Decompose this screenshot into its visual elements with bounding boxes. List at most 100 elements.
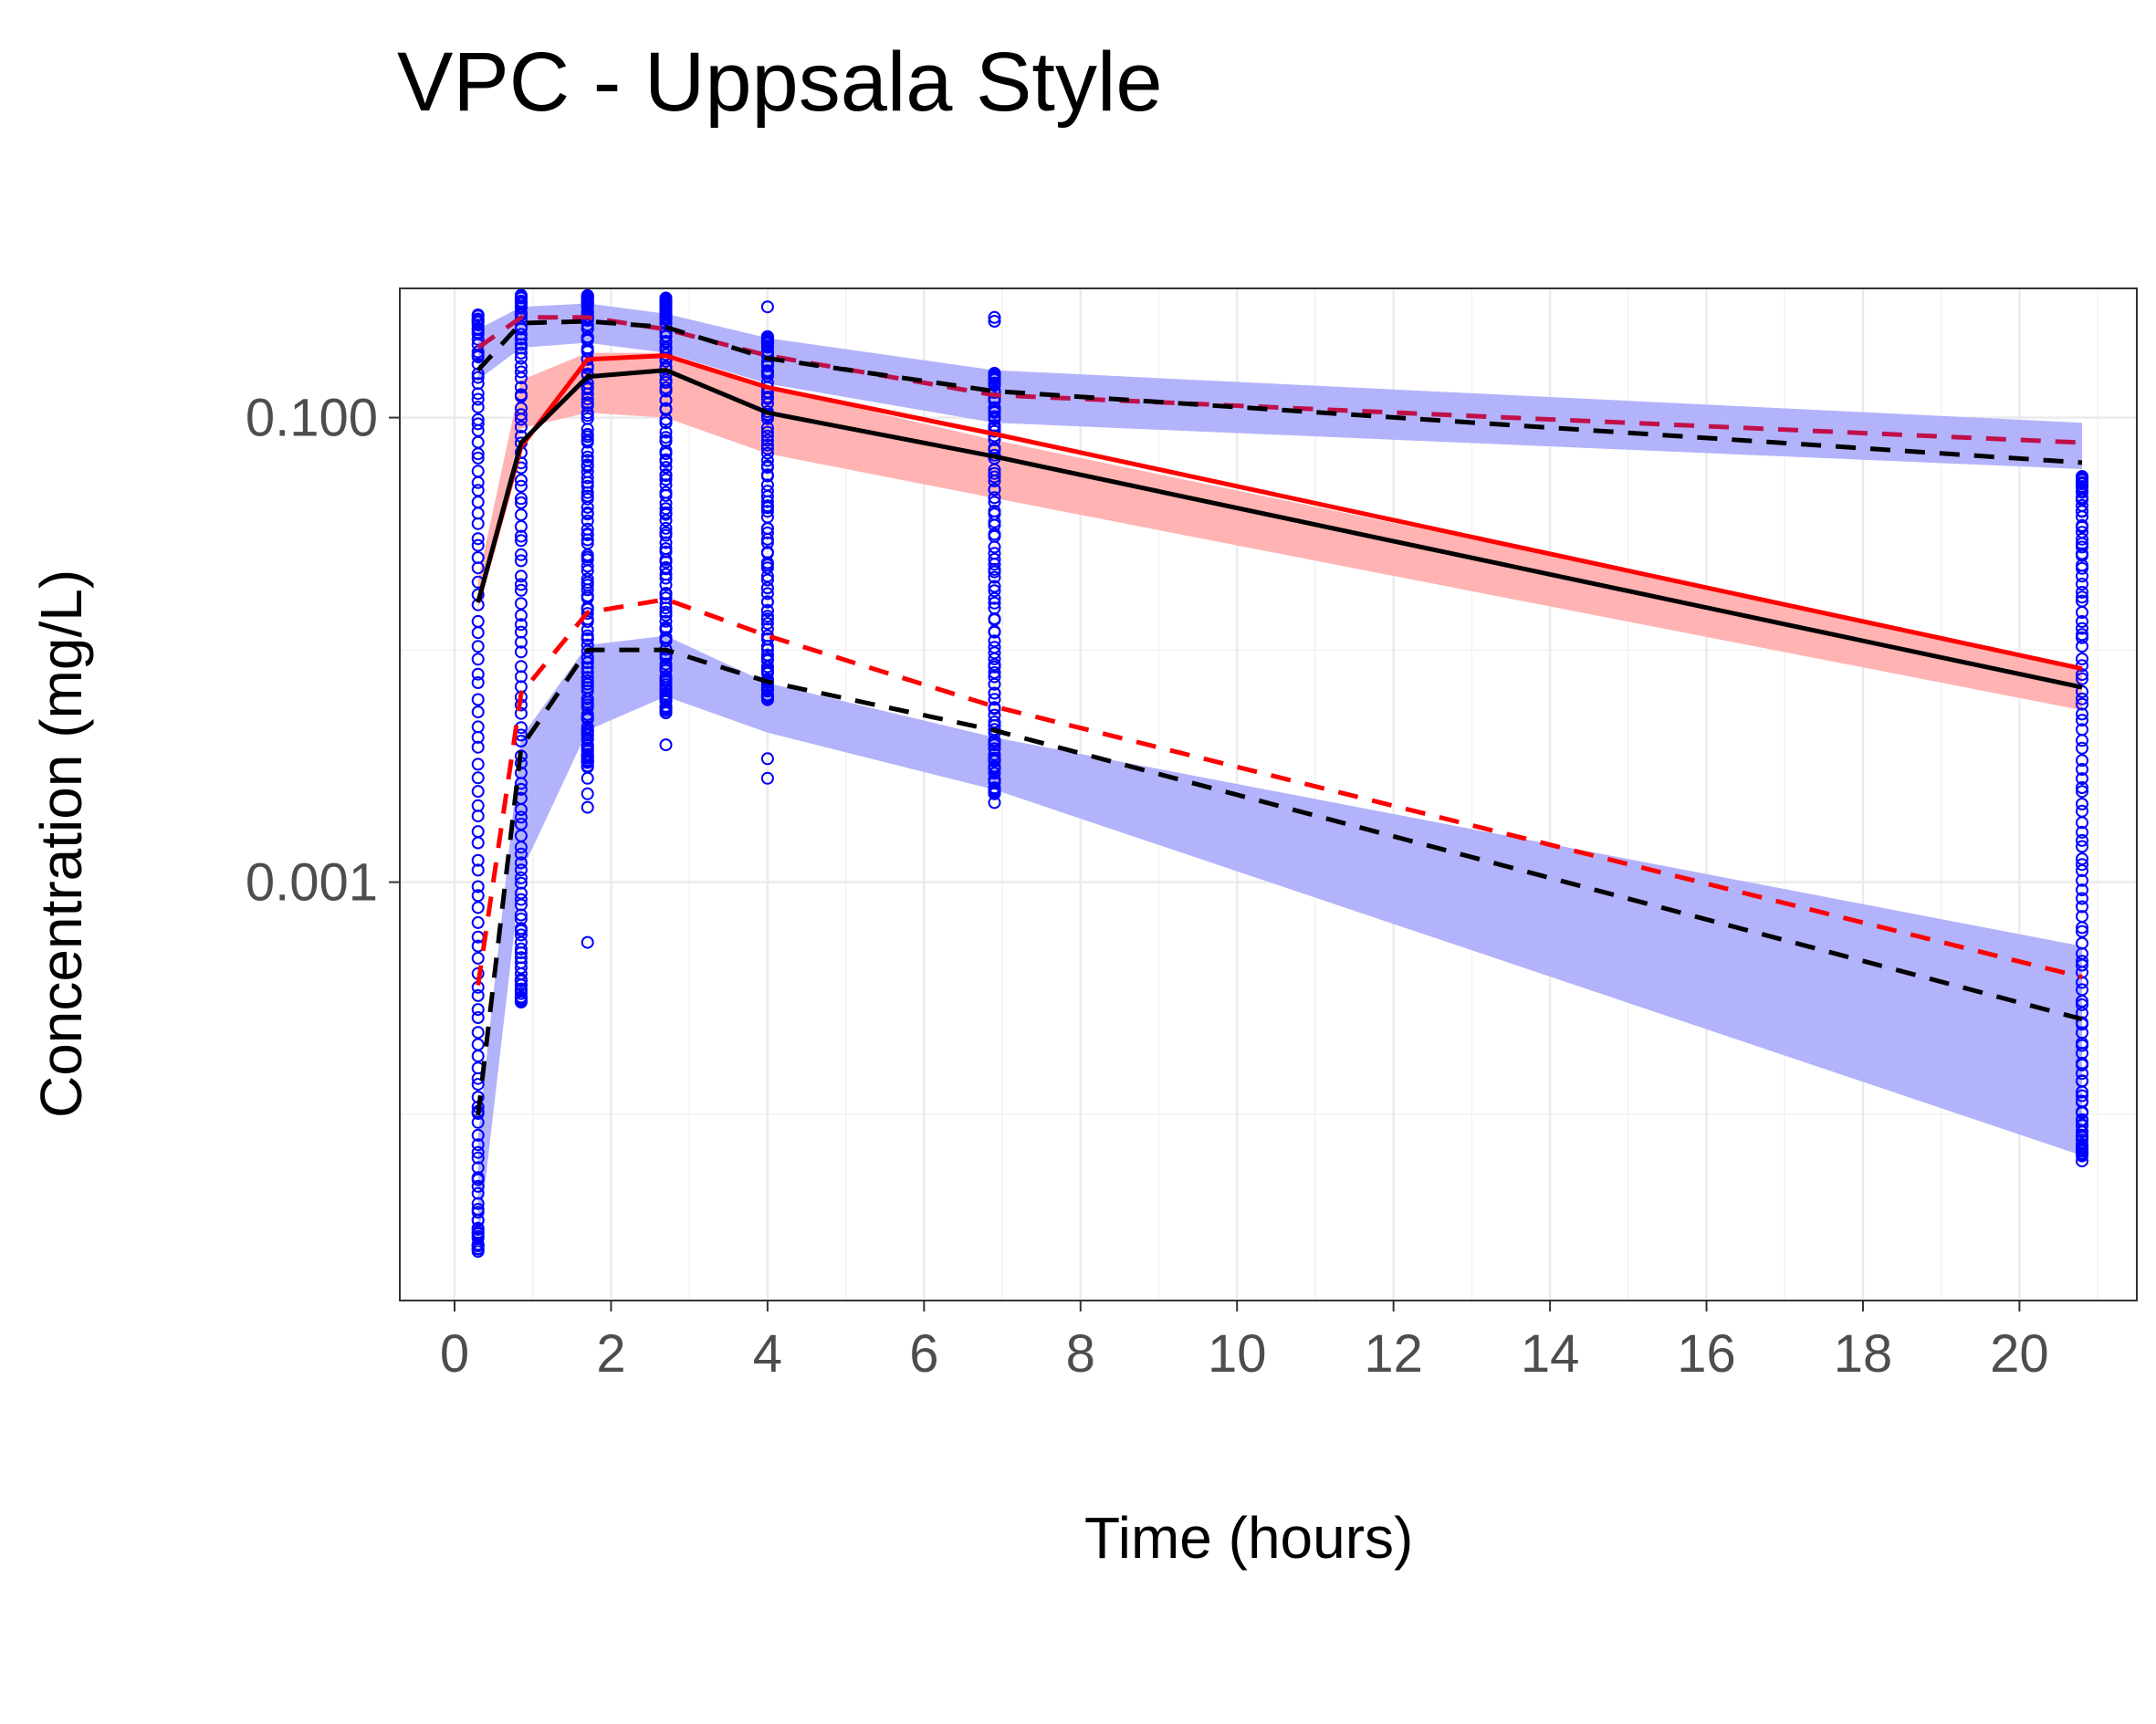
x-tick-label: 14 (1521, 1324, 1580, 1384)
observed-point (514, 492, 528, 506)
series-line-2 (476, 319, 2083, 465)
observed-point (471, 825, 485, 839)
observed-point (2076, 741, 2088, 755)
observed-point (988, 782, 1001, 796)
x-tick-label: 18 (1834, 1324, 1893, 1384)
observed-points (471, 288, 2088, 1259)
observed-point (471, 532, 485, 546)
observed-point (471, 1078, 485, 1092)
observed-point (2076, 883, 2088, 897)
observed-point (514, 346, 528, 360)
observed-point (988, 466, 1001, 480)
observed-point (760, 391, 774, 404)
x-tick-label: 2 (596, 1324, 625, 1384)
observed-point (988, 716, 1001, 729)
observed-point (471, 653, 485, 666)
observed-point (514, 956, 528, 969)
observed-point (760, 438, 774, 452)
observed-point (659, 521, 673, 535)
observed-point (659, 291, 673, 305)
observed-point (2076, 1155, 2088, 1168)
band-sim_pi_upper_ci (477, 303, 2083, 469)
x-tick-label: 16 (1677, 1324, 1736, 1384)
observed-point (581, 537, 594, 550)
observed-point (659, 663, 673, 677)
observed-point (514, 942, 528, 956)
observed-point (2076, 672, 2088, 685)
observed-point (760, 526, 774, 539)
observed-point (471, 1227, 485, 1240)
observed-point (2076, 723, 2088, 737)
observed-point (514, 496, 528, 509)
observed-point (760, 595, 774, 609)
observed-point (2076, 594, 2088, 608)
observed-point (760, 459, 774, 473)
observed-point (514, 474, 528, 487)
observed-point (2076, 858, 2088, 872)
observed-point (988, 496, 1001, 509)
y-axis-title: Concentration (mg/L) (28, 569, 94, 1118)
observed-point (471, 853, 485, 867)
observed-point (659, 591, 673, 605)
observed-point (2076, 955, 2088, 968)
observed-point (514, 420, 528, 434)
observed-point (2076, 486, 2088, 499)
observed-point (514, 618, 528, 632)
percentile-lines (476, 315, 2083, 1116)
observed-point (988, 723, 1001, 737)
observed-point (2076, 622, 2088, 635)
observed-point (2076, 781, 2088, 794)
observed-point (581, 479, 594, 493)
observed-point (581, 674, 594, 687)
observed-point (988, 470, 1001, 484)
observed-point (2076, 526, 2088, 539)
observed-point (471, 475, 485, 489)
observed-point (581, 671, 594, 684)
observed-point (760, 332, 774, 346)
observed-point (760, 442, 774, 455)
series-line-4 (476, 368, 2083, 690)
observed-point (471, 640, 485, 653)
series-line-6 (476, 647, 2083, 1116)
observed-point (988, 315, 1001, 328)
observed-point (471, 496, 485, 509)
observed-point (760, 649, 774, 662)
observed-point (659, 506, 673, 519)
observed-point (2076, 477, 2088, 491)
observed-point (760, 546, 774, 559)
observed-point (514, 660, 528, 674)
observed-point (2076, 615, 2088, 628)
observed-point (2076, 1074, 2088, 1088)
observed-point (471, 1179, 485, 1193)
observed-point (514, 922, 528, 935)
observed-point (2076, 763, 2088, 776)
observed-point (2076, 697, 2088, 711)
observed-point (514, 645, 528, 659)
observed-point (514, 328, 528, 341)
observed-point (471, 538, 485, 552)
observed-point (659, 431, 673, 444)
observed-point (988, 693, 1001, 706)
x-tick-label: 0 (440, 1324, 469, 1384)
observed-point (581, 330, 594, 344)
observed-point (2076, 590, 2088, 604)
observed-point (514, 863, 528, 877)
observed-point (760, 536, 774, 549)
observed-point (581, 396, 594, 410)
observed-point (514, 597, 528, 611)
observed-point (471, 915, 485, 929)
x-tick-label: 6 (909, 1324, 938, 1384)
x-tick-label: 20 (1990, 1324, 2049, 1384)
observed-point (514, 871, 528, 884)
observed-point (2076, 653, 2088, 665)
observed-point (2076, 983, 2088, 997)
observed-point (514, 365, 528, 379)
observed-point (471, 507, 485, 520)
observed-point (514, 534, 528, 548)
observed-point (514, 360, 528, 373)
observed-point (514, 818, 528, 831)
observed-point (514, 479, 528, 493)
observed-point (471, 951, 485, 965)
x-tick-label: 4 (753, 1324, 782, 1384)
